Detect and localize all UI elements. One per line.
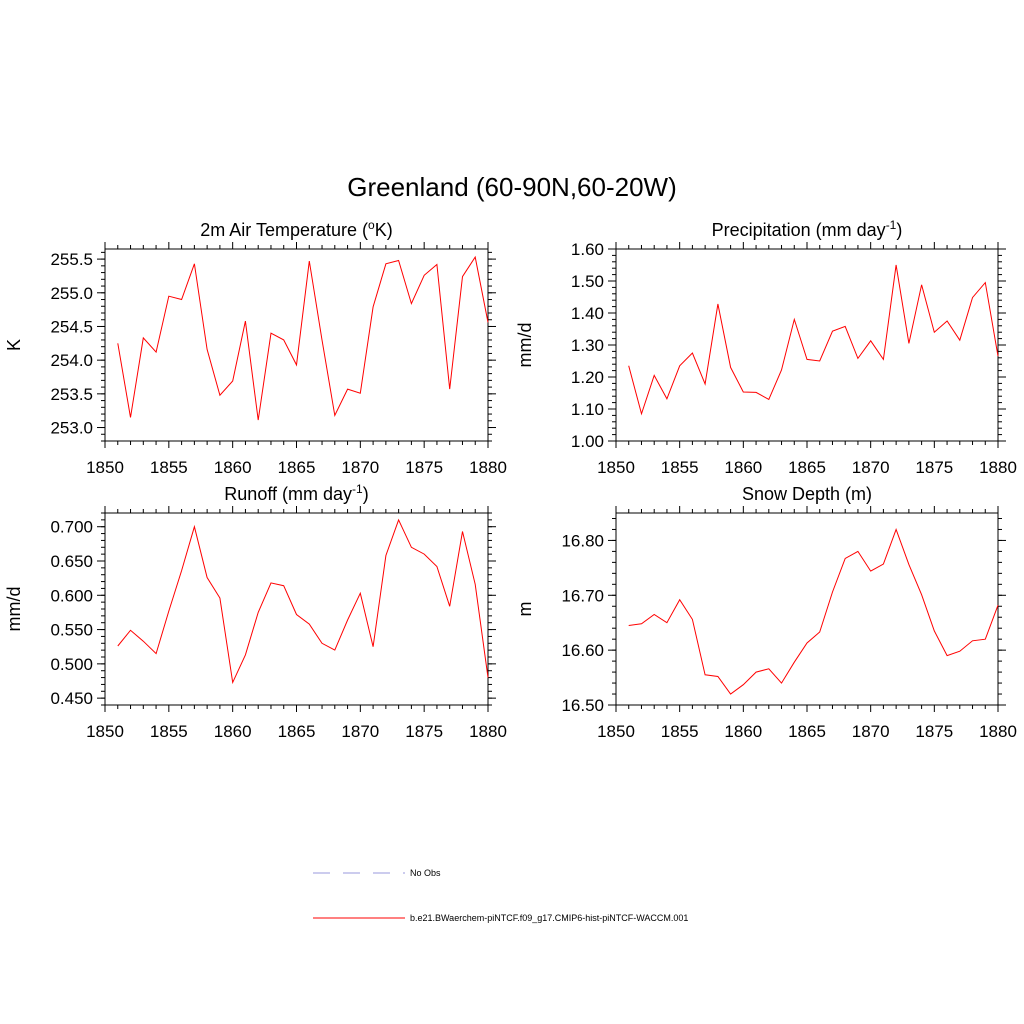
y-tick-label: 254.0 [50,351,93,370]
y-tick-label: 1.50 [571,272,604,291]
x-tick-label: 1870 [852,458,890,477]
title-text: Precipitation (mm day [712,220,886,240]
y-tick-label: 16.50 [561,696,604,715]
panel-title: Runoff (mm day-1) [224,482,368,504]
x-tick-label: 1860 [724,722,762,741]
x-tick-label: 1870 [852,722,890,741]
x-tick-label: 1880 [469,722,507,741]
x-tick-label: 1880 [469,458,507,477]
x-tick-label: 1850 [86,722,124,741]
panels-group: 1850 1855 1860 1865 1870 1875 1880 253.0 253.5 25… [4,218,1017,741]
title-text: ) [363,484,369,504]
y-tick-label: 1.60 [571,240,604,259]
title-superscript: -1 [352,482,363,496]
y-tick-label: 0.650 [50,552,93,571]
plot-frame [104,248,489,442]
plot-frame [615,248,999,442]
title-superscript: -1 [886,218,897,232]
y-tick-label: 1.20 [571,368,604,387]
panel-4: 1850 1855 1860 1865 1870 1875 1880 16.50 16.60 16… [515,484,1017,741]
x-tick-label: 1875 [915,722,953,741]
y-tick-label: 16.60 [561,641,604,660]
panel-title: 2m Air Temperature (oK) [200,218,392,240]
y-tick-label: 254.5 [50,317,93,336]
series-line-model [117,255,489,421]
x-tick-label: 1875 [405,722,443,741]
legend-label-obs: No Obs [410,868,441,878]
panel-1: 1850 1855 1860 1865 1870 1875 1880 253.0 253.5 25… [4,218,507,477]
x-tick-label: 1855 [150,458,188,477]
y-tick-label: 253.5 [50,385,93,404]
y-tick-label: 253.0 [50,419,93,438]
title-superscript: o [368,218,375,232]
series-line-model [628,528,999,695]
x-tick-label: 1860 [724,458,762,477]
x-tick-label: 1850 [86,458,124,477]
x-tick-label: 1880 [979,722,1017,741]
y-tick-label: 1.30 [571,336,604,355]
x-tick-label: 1850 [597,458,635,477]
x-tick-label: 1860 [214,458,252,477]
title-text: 2m Air Temperature ( [200,220,368,240]
y-tick-label: 0.550 [50,621,93,640]
x-tick-label: 1860 [214,722,252,741]
y-axis-label: m [515,602,535,617]
x-tick-label: 1875 [915,458,953,477]
x-tick-label: 1865 [278,722,316,741]
title-text: K) [375,220,393,240]
x-tick-label: 1865 [788,722,826,741]
legend-label-model: b.e21.BWaerchem-piNTCF.f09_g17.CMIP6-his… [410,913,688,923]
x-tick-label: 1855 [661,722,699,741]
y-tick-label: 16.70 [561,586,604,605]
x-tick-label: 1875 [405,458,443,477]
x-tick-label: 1880 [979,458,1017,477]
y-tick-label: 0.600 [50,586,93,605]
y-tick-label: 1.40 [571,304,604,323]
x-tick-label: 1870 [341,458,379,477]
panel-3: 1850 1855 1860 1865 1870 1875 1880 0.450 0.500 0.… [4,482,507,741]
series-line-model [628,264,999,416]
panel-title: Precipitation (mm day-1) [712,218,903,240]
y-axis-label: mm/d [515,323,535,368]
x-tick-label: 1850 [597,722,635,741]
y-tick-label: 255.5 [50,250,93,269]
x-tick-label: 1870 [341,722,379,741]
x-tick-label: 1865 [278,458,316,477]
plot-frame [615,512,999,706]
y-tick-label: 0.700 [50,518,93,537]
panel-title: Snow Depth (m) [742,484,872,504]
y-tick-label: 0.500 [50,655,93,674]
y-tick-label: 0.450 [50,689,93,708]
x-tick-label: 1855 [661,458,699,477]
title-text: Snow Depth (m) [742,484,872,504]
panel-2: 1850 1855 1860 1865 1870 1875 1880 1.00 1.10 1.20… [515,218,1017,477]
figure-title: Greenland (60-90N,60-20W) [347,172,677,202]
y-tick-label: 255.0 [50,284,93,303]
y-tick-label: 1.10 [571,400,604,419]
x-tick-label: 1855 [150,722,188,741]
y-tick-label: 1.00 [571,432,604,451]
plot-frame [104,512,489,706]
y-axis-label: K [4,339,24,351]
y-axis-label: mm/d [4,587,24,632]
series-line-model [117,518,489,685]
title-text: Runoff (mm day [224,484,352,504]
title-text: ) [896,220,902,240]
y-tick-label: 16.80 [561,531,604,550]
x-tick-label: 1865 [788,458,826,477]
legend: No Obs b.e21.BWaerchem-piNTCF.f09_g17.CM… [313,868,688,923]
